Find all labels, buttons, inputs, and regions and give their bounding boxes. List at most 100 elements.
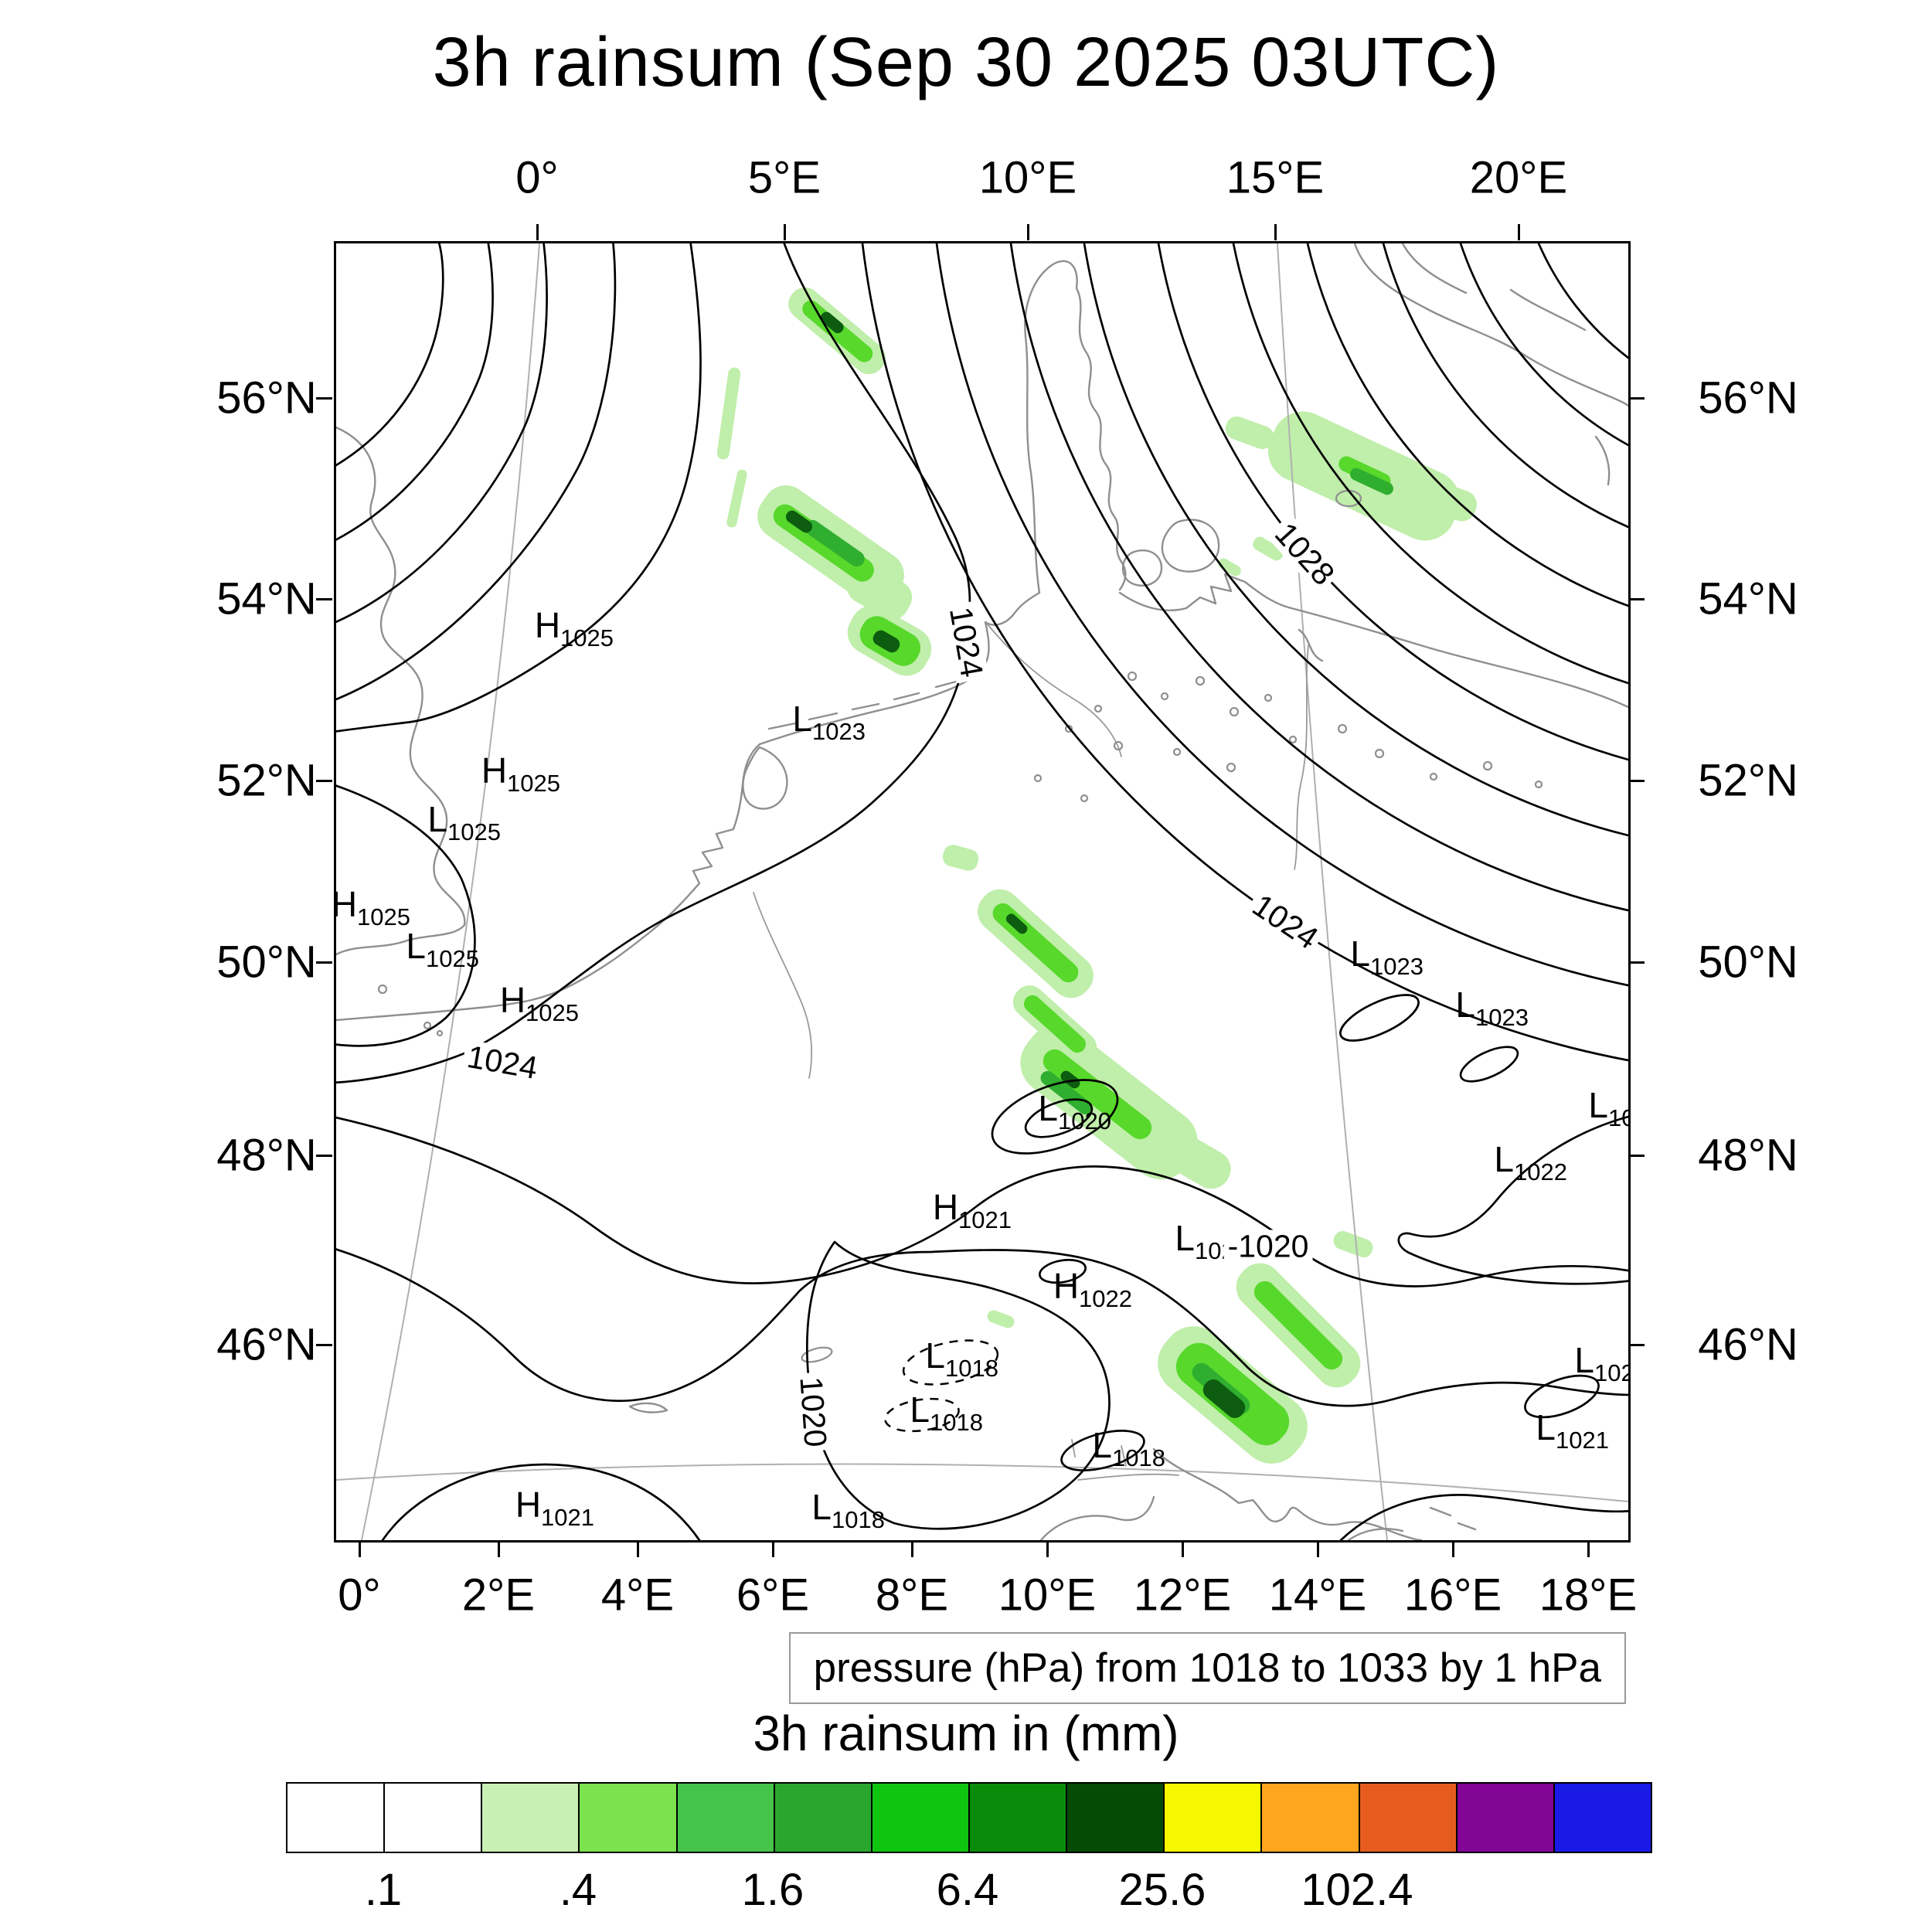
- contour-label: 1024: [943, 600, 990, 684]
- pressure-value: 1018: [945, 1354, 998, 1382]
- pressure-center-l1018: L1018: [910, 1389, 983, 1436]
- pressure-center-l1022: L1022: [1494, 1138, 1567, 1185]
- axis-tick-left: [316, 397, 332, 400]
- colorbar-tick-label: 1.6: [741, 1865, 804, 1915]
- pressure-center-l1023: L1023: [1455, 984, 1529, 1031]
- contour-label: 1020: [793, 1372, 834, 1452]
- pressure-letter: L: [1038, 1087, 1059, 1128]
- colorbar-cell-9: [1163, 1784, 1261, 1852]
- pressure-value: 1018: [930, 1408, 983, 1436]
- axis-tick-bottom: [359, 1541, 361, 1557]
- axis-tick-bottom: [1587, 1541, 1590, 1557]
- axis-tick-bottom: [1182, 1541, 1184, 1557]
- pressure-center-l1018: L1018: [925, 1335, 998, 1382]
- axis-tick-right: [1628, 1344, 1645, 1346]
- colorbar-cell-12: [1455, 1784, 1553, 1852]
- colorbar-tick-label: 6.4: [936, 1865, 999, 1915]
- axis-label-right: 48°N: [1698, 1130, 1798, 1181]
- axis-label-right: 56°N: [1698, 372, 1798, 423]
- axis-tick-top: [1274, 224, 1277, 240]
- axis-tick-top: [1027, 224, 1029, 240]
- pressure-value: 1023: [1475, 1003, 1529, 1031]
- rain-shading: [716, 287, 1477, 1464]
- contour-label: 1028: [1266, 513, 1343, 595]
- colorbar-cell-3: [578, 1784, 676, 1852]
- pressure-center-h1021: H1021: [515, 1484, 594, 1531]
- colorbar-cell-7: [968, 1784, 1066, 1852]
- colorbar: [286, 1782, 1652, 1853]
- axis-label-left: 52°N: [216, 755, 317, 806]
- pressure-center-l1025: L1025: [406, 925, 479, 972]
- pressure-value: 1025: [357, 903, 411, 930]
- axis-tick-bottom: [637, 1541, 639, 1557]
- pressure-note: pressure (hPa) from 1018 to 1033 by 1 hP…: [788, 1632, 1626, 1704]
- colorbar-cell-10: [1260, 1784, 1359, 1852]
- pressure-center-l1021: L1021: [1574, 1339, 1628, 1386]
- pressure-center-l1021: L1021: [1536, 1406, 1609, 1454]
- pressure-letter: L: [406, 925, 427, 966]
- pressure-center-h1025: H1025: [500, 979, 579, 1026]
- pressure-value: 1025: [426, 944, 479, 972]
- pressure-center-l1020: L1020: [1038, 1087, 1111, 1134]
- pressure-value: 1023: [812, 717, 866, 745]
- axis-label-left: 56°N: [216, 372, 317, 423]
- pressure-center-h1025: H1025: [336, 883, 410, 930]
- pressure-value: 1021: [1608, 1104, 1628, 1131]
- axis-label-right: 50°N: [1698, 937, 1798, 988]
- pressure-letter: L: [1455, 984, 1476, 1025]
- pressure-letter: H: [1053, 1265, 1080, 1306]
- colorbar-tick-label: 102.4: [1301, 1865, 1413, 1915]
- pressure-center-l1023: L1023: [1350, 933, 1423, 980]
- axis-label-bottom: 10°E: [998, 1570, 1097, 1621]
- axis-label-top: 0°: [515, 152, 559, 203]
- axis-tick-bottom: [1452, 1541, 1454, 1557]
- contour-label: 1024: [1243, 886, 1327, 958]
- pressure-letter: L: [1574, 1339, 1595, 1380]
- axis-tick-right: [1628, 1155, 1645, 1157]
- axis-tick-top: [784, 224, 786, 240]
- axis-label-bottom: 8°E: [875, 1570, 949, 1621]
- colorbar-cell-11: [1358, 1784, 1456, 1852]
- axis-label-left: 50°N: [216, 937, 317, 988]
- axis-tick-left: [316, 780, 332, 782]
- pressure-value: 1025: [507, 769, 561, 797]
- pressure-letter: L: [1092, 1424, 1113, 1465]
- pressure-center-l1025: L1025: [427, 798, 501, 845]
- pressure-letter: L: [1175, 1217, 1196, 1258]
- colorbar-cell-2: [481, 1784, 579, 1852]
- pressure-letter: H: [336, 883, 358, 924]
- colorbar-cell-8: [1066, 1784, 1164, 1852]
- axis-label-right: 46°N: [1698, 1319, 1798, 1370]
- pressure-value: 1025: [447, 818, 501, 845]
- colorbar-tick-label: 25.6: [1118, 1865, 1206, 1915]
- axis-tick-bottom: [1046, 1541, 1049, 1557]
- axis-label-top: 20°E: [1469, 152, 1568, 203]
- axis-label-right: 54°N: [1698, 573, 1798, 624]
- pressure-letter: L: [925, 1335, 946, 1376]
- pressure-letter: H: [481, 750, 508, 791]
- pressure-letter: H: [534, 604, 561, 645]
- pressure-value: 1021: [958, 1206, 1012, 1233]
- pressure-letter: H: [515, 1484, 542, 1525]
- pressure-center-l1021: L1021: [1588, 1084, 1628, 1131]
- pressure-letter: L: [792, 698, 813, 739]
- pressure-value: 1020: [1058, 1107, 1111, 1134]
- axis-tick-right: [1628, 961, 1645, 964]
- pressure-letter: L: [811, 1486, 832, 1527]
- pressure-center-h1022: H1022: [1053, 1265, 1132, 1312]
- contour-label: -1020: [1223, 1230, 1313, 1264]
- pressure-center-h1025: H1025: [534, 604, 614, 651]
- colorbar-tick-label: .1: [364, 1865, 403, 1915]
- colorbar-cell-1: [383, 1784, 481, 1852]
- pressure-letter: L: [1588, 1084, 1609, 1125]
- axis-label-top: 10°E: [978, 152, 1077, 203]
- axis-tick-bottom: [911, 1541, 913, 1557]
- axis-tick-left: [316, 961, 332, 964]
- pressure-value: 1022: [1079, 1284, 1133, 1312]
- contour-label: 1024: [461, 1039, 544, 1086]
- pressure-value: 1025: [526, 998, 580, 1026]
- axis-tick-bottom: [498, 1541, 500, 1557]
- axis-label-bottom: 14°E: [1268, 1570, 1367, 1621]
- axis-label-left: 48°N: [216, 1130, 317, 1181]
- pressure-value: 1021: [1556, 1426, 1609, 1454]
